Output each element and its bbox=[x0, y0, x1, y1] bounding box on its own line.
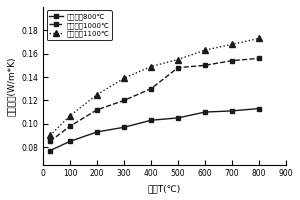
烧结温度1000℃ bbox=[257, 57, 261, 60]
Line: 烧结温度1100℃: 烧结温度1100℃ bbox=[47, 36, 262, 138]
Legend: 烧结温度800℃, 烧结温度1000℃, 烧结温度1100℃: 烧结温度800℃, 烧结温度1000℃, 烧结温度1100℃ bbox=[47, 10, 112, 40]
烧结温度1000℃ bbox=[203, 64, 207, 67]
烧结温度800℃ bbox=[48, 149, 52, 152]
烧结温度1100℃ bbox=[149, 65, 153, 68]
Y-axis label: 导热系数(W/m*K): 导热系数(W/m*K) bbox=[7, 56, 16, 116]
Line: 烧结温度800℃: 烧结温度800℃ bbox=[47, 106, 261, 153]
烧结温度1000℃ bbox=[176, 66, 180, 69]
烧结温度800℃ bbox=[203, 111, 207, 113]
烧结温度1100℃ bbox=[122, 77, 126, 79]
Line: 烧结温度1000℃: 烧结温度1000℃ bbox=[47, 56, 261, 144]
烧结温度800℃ bbox=[230, 110, 234, 112]
烧结温度800℃ bbox=[122, 126, 126, 128]
烧结温度800℃ bbox=[257, 107, 261, 110]
烧结温度1000℃ bbox=[68, 125, 72, 127]
烧结温度800℃ bbox=[149, 119, 153, 121]
烧结温度1000℃ bbox=[149, 88, 153, 90]
烧结温度1000℃ bbox=[48, 140, 52, 142]
烧结温度800℃ bbox=[95, 131, 99, 133]
烧结温度1100℃ bbox=[68, 114, 72, 117]
烧结温度800℃ bbox=[176, 117, 180, 119]
烧结温度1100℃ bbox=[48, 134, 52, 137]
烧结温度1100℃ bbox=[95, 93, 99, 96]
烧结温度1000℃ bbox=[95, 109, 99, 111]
烧结温度800℃ bbox=[68, 140, 72, 142]
烧结温度1100℃ bbox=[203, 49, 207, 51]
烧结温度1000℃ bbox=[230, 59, 234, 62]
X-axis label: 温度T(℃): 温度T(℃) bbox=[148, 184, 181, 193]
烧结温度1100℃ bbox=[176, 58, 180, 61]
烧结温度1100℃ bbox=[257, 37, 261, 40]
烧结温度1000℃ bbox=[122, 99, 126, 102]
烧结温度1100℃ bbox=[230, 43, 234, 46]
